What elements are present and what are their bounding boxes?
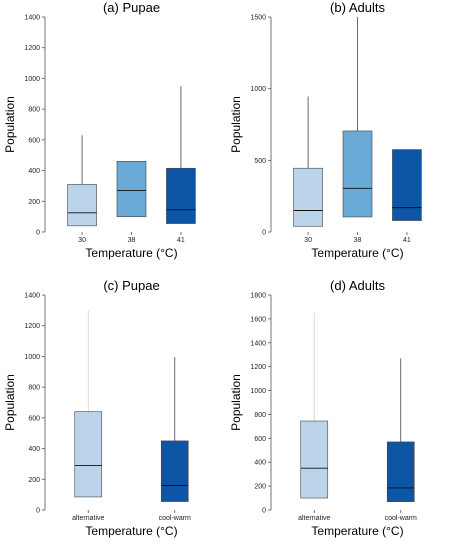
y-tick-label: 400 [254,460,266,467]
x-tick-label: 30 [304,237,312,244]
box-iqr [392,149,422,221]
y-tick-label: 600 [28,137,40,144]
x-tick-label: 38 [128,237,136,244]
y-tick-label: 600 [28,415,40,422]
chart-panel-d: (d) Adults 0 200 400 600 800 1000 1200 1400 1600 1… [226,278,451,555]
y-tick-label: 200 [28,199,40,206]
y-tick-label: 1400 [24,15,40,22]
x-tick-label: alternative [72,515,104,522]
chart-title: (d) Adults [330,278,385,293]
x-axis-label: Temperature (°C) [311,246,403,260]
y-axis-label: Population [3,96,17,153]
chart-panel-a: (a) Pupae 0 200 400 600 800 1000 1200 1400 Popula… [0,0,225,277]
y-tick-label: 1600 [250,316,266,323]
x-tick-label: 41 [403,237,411,244]
y-tick-label: 0 [262,508,266,515]
y-tick-label: 0 [36,230,40,237]
y-axis-label: Population [229,96,243,153]
y-tick-label: 1200 [250,364,266,371]
y-tick-label: 400 [28,446,40,453]
y-tick-label: 200 [28,477,40,484]
chart-panel-b: (b) Adults 0 500 1000 1500 Population 30 38 41 Te… [226,0,451,277]
chart-svg: (b) Adults 0 500 1000 1500 Population 30 38 41Te… [229,0,422,260]
x-axis-label: Temperature (°C) [85,524,177,538]
y-tick-label: 1200 [24,323,40,330]
x-tick-label: cool-warm [159,515,191,522]
chart-title: (a) Pupae [103,0,160,15]
y-axis-label: Population [3,374,17,431]
chart-panel-c: (c) Pupae 0 200 400 600 800 1000 1200 1400 Popula… [0,278,225,555]
y-tick-label: 200 [254,484,266,491]
x-tick-label: alternative [298,515,330,522]
y-tick-label: 1400 [24,293,40,300]
x-tick-label: 30 [78,237,86,244]
x-tick-label: 38 [354,237,362,244]
y-tick-label: 800 [28,107,40,114]
y-tick-label: 800 [254,412,266,419]
y-tick-label: 1000 [24,76,40,83]
y-axis-label: Population [229,374,243,431]
box-iqr [160,440,189,502]
chart-svg: (a) Pupae 0 200 400 600 800 1000 1200 1400 Popula… [3,0,196,260]
x-tick-label: cool-warm [385,515,417,522]
y-tick-label: 1000 [250,86,266,93]
y-tick-label: 1000 [24,354,40,361]
chart-title: (c) Pupae [103,278,159,293]
box-iqr [67,184,97,227]
chart-title: (b) Adults [330,0,385,15]
y-tick-label: 1400 [250,340,266,347]
box-iqr [300,420,329,499]
box-iqr [293,167,323,227]
x-axis-label: Temperature (°C) [85,246,177,260]
y-tick-label: 400 [28,168,40,175]
y-tick-label: 600 [254,436,266,443]
x-axis-label: Temperature (°C) [311,524,403,538]
x-tick-label: 41 [177,237,185,244]
y-tick-label: 0 [36,508,40,515]
box-iqr [386,441,415,502]
y-tick-label: 800 [28,385,40,392]
y-tick-label: 1200 [24,45,40,52]
box-iqr [74,411,103,498]
y-tick-label: 1500 [250,15,266,22]
box-iqr [166,167,196,224]
box-iqr [342,130,373,218]
y-tick-label: 1800 [250,293,266,300]
y-tick-label: 1000 [250,388,266,395]
y-tick-label: 0 [262,230,266,237]
chart-svg: (d) Adults 0 200 400 600 800 1000 1200 1400 1600 1… [229,278,417,538]
y-tick-label: 500 [254,158,266,165]
chart-svg: (c) Pupae 0 200 400 600 800 1000 1200 1400 Popula… [3,278,191,538]
box-iqr [116,161,147,217]
